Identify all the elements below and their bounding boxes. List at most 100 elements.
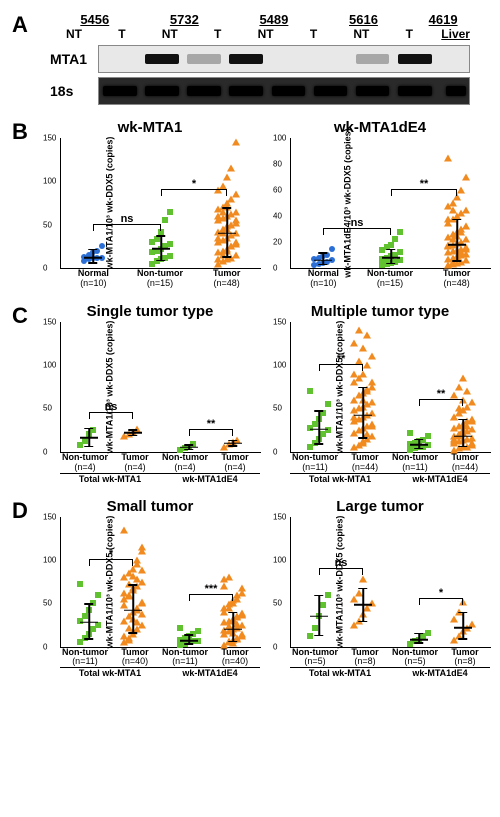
data-point [82, 438, 88, 444]
error-bar [232, 612, 234, 642]
panel-A: A 54565732548956164619 NTTNTTNTTNTTLiver… [12, 12, 488, 105]
y-tick: 80 [273, 160, 282, 169]
gel-band [444, 78, 469, 104]
panel-label: B [12, 119, 28, 145]
chart-title: Large tumor [270, 498, 490, 515]
significance-bracket: * [419, 598, 463, 599]
data-point [407, 430, 413, 436]
significance-text: ** [319, 353, 363, 365]
significance-text: *** [189, 583, 233, 595]
significance-bracket: * [89, 559, 133, 560]
data-point [138, 548, 146, 555]
y-tick: 100 [43, 361, 56, 370]
mean-bar [80, 622, 98, 624]
chart-title: wk-MTA1dE4 [270, 119, 490, 136]
x-label: Tumor(n=40) [210, 648, 260, 668]
y-tick: 50 [43, 220, 52, 229]
mean-bar [218, 233, 236, 235]
data-point [233, 621, 241, 628]
data-point [138, 598, 146, 605]
significance-bracket: ** [319, 364, 363, 365]
x-label: Tumor(n=40) [110, 648, 160, 668]
significance-text: * [419, 587, 463, 599]
data-point [177, 625, 183, 631]
mean-bar [310, 615, 328, 617]
data-point [368, 422, 376, 429]
y-tick: 0 [43, 264, 47, 273]
x-label: Tumor(n=48) [423, 269, 490, 289]
data-point [462, 206, 470, 213]
error-bar [456, 219, 458, 262]
x-label: Non-tumor(n=11) [290, 453, 340, 473]
y-tick: 60 [273, 186, 282, 195]
scatter-chart: Small tumorwk-MTA1/10³ wk-DDX5 (copies)0… [40, 498, 260, 679]
data-point [232, 239, 240, 246]
mean-bar [152, 248, 170, 250]
significance-text: ** [419, 388, 463, 400]
x-label: Non-tumor(n=5) [390, 648, 440, 668]
data-point [232, 217, 240, 224]
x-group-labels: Non-tumor(n=11)Tumor(n=44)Non-tumor(n=11… [290, 453, 490, 473]
significance-bracket: ns [93, 224, 161, 225]
mean-bar [314, 259, 332, 261]
panel-B: Bwk-MTA1wk-MTA1/10³ wk-DDX5 (copies)0501… [12, 119, 488, 289]
mean-bar [454, 627, 472, 629]
plot-area: wk-MTA1dE4/10³ wk-DDX5 (copies)020406080… [290, 138, 491, 269]
panel-label: D [12, 498, 28, 524]
mean-bar [224, 442, 242, 444]
data-point [120, 589, 128, 596]
data-point [359, 344, 367, 351]
data-point [368, 379, 376, 386]
x-sublabel: wk-MTA1dE4 [390, 474, 490, 484]
gel-band [309, 46, 351, 72]
y-axis-label: wk-MTA1/10³ wk-DDX5 (copies) [104, 320, 114, 453]
significance-bracket: ns [323, 228, 391, 229]
sample-id: 5616 [319, 12, 409, 27]
y-tick: 0 [273, 447, 277, 456]
data-point [133, 561, 141, 568]
significance-text: ns [89, 401, 133, 413]
y-tick: 50 [43, 599, 52, 608]
data-point [238, 584, 246, 591]
x-subgroup-labels: Total wk-MTA1wk-MTA1dE4 [60, 667, 260, 678]
plot-area: wk-MTA1/10³ wk-DDX5 (copies)050100150ns*… [60, 322, 261, 453]
lane-label: T [194, 27, 242, 41]
gel-area: 54565732548956164619 NTTNTTNTTNTTLiver M… [50, 12, 470, 105]
gel-band [352, 78, 394, 104]
s18-label: 18s [50, 83, 98, 99]
data-point [397, 249, 403, 255]
data-point [167, 253, 173, 259]
data-point [350, 595, 358, 602]
data-point [462, 236, 470, 243]
gel-band [183, 46, 225, 72]
mean-bar [180, 447, 198, 449]
chart-title: Multiple tumor type [270, 303, 490, 320]
mean-bar [310, 429, 328, 431]
x-label: Non-tumor(n=4) [160, 453, 210, 473]
data-point [99, 243, 105, 249]
x-sublabel: Total wk-MTA1 [60, 474, 160, 484]
data-point [312, 421, 318, 427]
data-point [425, 630, 431, 636]
chart-title: wk-MTA1 [40, 119, 260, 136]
gel-band [394, 78, 436, 104]
significance-text: ns [319, 557, 363, 569]
gel-band [444, 46, 469, 72]
mta1-blot [98, 45, 470, 73]
plot-area: wk-MTA1/10³ wk-DDX5 (copies)050100150***… [290, 322, 491, 453]
data-point [462, 174, 470, 181]
x-sublabel: wk-MTA1dE4 [390, 668, 490, 678]
data-point [392, 236, 398, 242]
data-point [462, 223, 470, 230]
mean-bar [354, 415, 372, 417]
y-axis-label: wk-MTA1/10³ wk-DDX5 (copies) [104, 137, 114, 270]
data-point [325, 401, 331, 407]
data-point [449, 206, 457, 213]
data-point [232, 252, 240, 259]
y-tick: 100 [273, 361, 286, 370]
significance-text: ns [93, 213, 161, 225]
y-tick: 20 [273, 238, 282, 247]
significance-text: ** [391, 178, 457, 190]
data-point [167, 241, 173, 247]
x-subgroup-labels: Total wk-MTA1wk-MTA1dE4 [290, 473, 490, 484]
